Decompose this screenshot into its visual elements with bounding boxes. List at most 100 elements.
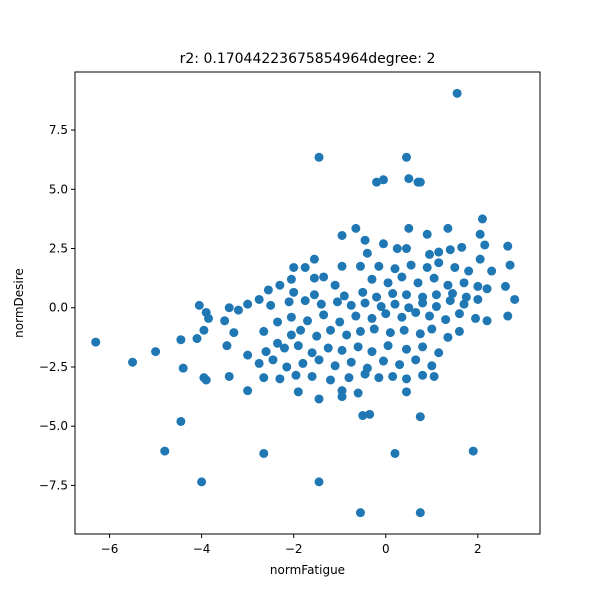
data-point <box>229 328 239 338</box>
data-point <box>441 315 451 325</box>
data-point <box>443 223 453 233</box>
data-point <box>401 374 411 384</box>
data-point <box>355 326 365 336</box>
data-point <box>415 412 425 422</box>
data-point <box>434 258 444 268</box>
data-point <box>372 177 382 187</box>
data-point <box>342 330 352 340</box>
data-point <box>434 247 444 257</box>
y-axis-ticks: −7.5 −5.0 −2.5 0.0 2.5 5.0 7.5 <box>39 123 75 492</box>
data-point <box>353 388 363 398</box>
data-point <box>266 300 276 310</box>
data-point <box>372 292 382 302</box>
data-point <box>314 152 324 162</box>
data-point <box>362 248 372 258</box>
data-point <box>263 285 273 295</box>
data-point <box>323 343 333 353</box>
data-point <box>222 341 232 351</box>
plot-area-frame <box>74 71 541 535</box>
data-point <box>457 242 467 252</box>
data-point <box>473 294 483 304</box>
data-point <box>332 297 342 307</box>
data-point <box>309 254 319 264</box>
data-point <box>346 357 356 367</box>
data-point <box>422 229 432 239</box>
data-point <box>388 289 398 299</box>
data-point <box>468 446 478 456</box>
x-axis-ticks: −6 −4 −2 0 2 <box>101 534 482 556</box>
data-point <box>355 261 365 271</box>
data-point <box>178 363 188 373</box>
data-point <box>443 332 453 342</box>
data-point <box>160 446 170 456</box>
data-point <box>401 290 411 300</box>
data-point <box>425 311 434 321</box>
data-point <box>367 313 377 323</box>
data-point <box>151 347 161 357</box>
data-point <box>459 278 469 288</box>
data-point <box>259 448 269 458</box>
data-point <box>431 290 441 300</box>
data-point <box>431 302 441 312</box>
data-points <box>91 88 520 518</box>
x-tick-label: −6 <box>101 542 119 556</box>
data-point <box>415 508 425 518</box>
data-point <box>406 260 416 270</box>
data-point <box>268 355 278 365</box>
data-point <box>445 296 455 306</box>
data-point <box>443 280 453 290</box>
data-point <box>314 394 324 404</box>
data-point <box>411 355 421 365</box>
data-point <box>355 508 365 518</box>
data-point <box>275 374 285 384</box>
data-point <box>425 249 434 259</box>
data-point <box>413 278 423 288</box>
data-point <box>448 289 458 299</box>
data-point <box>461 292 471 302</box>
data-point <box>397 272 407 282</box>
x-tick-label: −2 <box>285 542 303 556</box>
data-point <box>243 350 253 360</box>
data-point <box>286 274 296 284</box>
data-point <box>404 303 414 313</box>
data-point <box>293 387 303 397</box>
data-point <box>503 311 513 321</box>
data-point <box>427 361 437 371</box>
data-point <box>309 290 319 300</box>
data-point <box>418 342 428 352</box>
data-point <box>326 375 336 385</box>
data-point <box>289 262 299 272</box>
data-point <box>326 325 336 335</box>
data-point <box>500 281 510 291</box>
data-point <box>429 273 439 283</box>
data-point <box>475 229 485 239</box>
data-point <box>291 370 301 380</box>
data-point <box>487 266 497 276</box>
data-point <box>279 343 289 353</box>
data-point <box>300 296 310 306</box>
data-point <box>390 264 400 274</box>
data-point <box>319 272 329 282</box>
data-point <box>383 278 393 288</box>
data-point <box>395 360 405 370</box>
data-point <box>298 358 308 368</box>
data-point <box>224 371 234 381</box>
data-point <box>335 317 345 327</box>
data-point <box>309 273 319 283</box>
data-point <box>383 341 393 351</box>
data-point <box>454 326 464 336</box>
data-point <box>351 223 361 233</box>
data-point <box>312 331 322 341</box>
data-point <box>473 281 483 291</box>
data-point <box>192 334 202 344</box>
data-point <box>330 361 340 371</box>
data-point <box>259 326 269 336</box>
data-point <box>376 302 386 312</box>
y-tick-label: −5.0 <box>39 419 68 433</box>
data-point <box>401 244 411 254</box>
data-point <box>378 356 388 366</box>
data-point <box>464 266 474 276</box>
data-point <box>220 316 230 326</box>
data-point <box>392 244 402 254</box>
